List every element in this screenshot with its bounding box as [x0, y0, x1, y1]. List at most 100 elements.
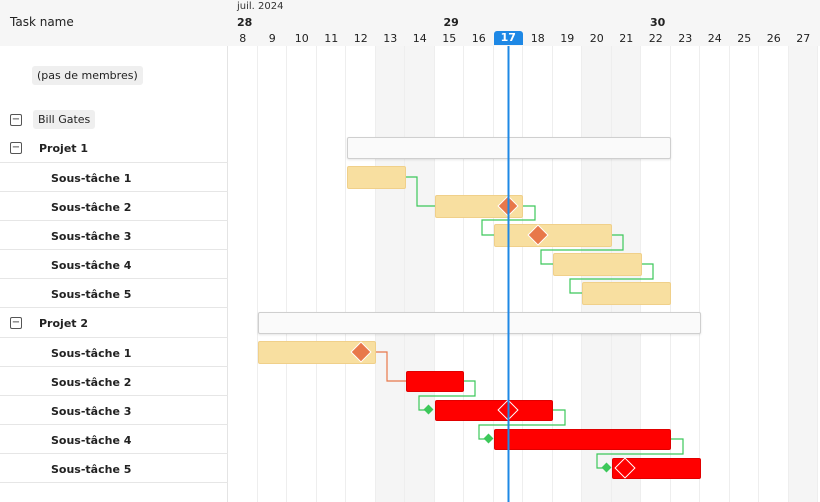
- day-label: 12: [353, 32, 368, 45]
- day-label: 22: [648, 32, 663, 45]
- group-row-bill-gates[interactable]: − Bill Gates: [0, 106, 228, 135]
- day-label: 10: [294, 32, 309, 45]
- day-label: 26: [766, 32, 781, 45]
- task-row[interactable]: Sous-tâche 5: [0, 454, 228, 483]
- task-bar[interactable]: [258, 341, 376, 364]
- day-column: [464, 46, 494, 502]
- dependency-link: [406, 176, 435, 207]
- task-label: Sous-tâche 2: [51, 376, 132, 389]
- late-task-bar[interactable]: [612, 458, 701, 479]
- day-label: 27: [796, 32, 811, 45]
- link-end-diamond: [423, 404, 434, 415]
- task-row[interactable]: Sous-tâche 2: [0, 367, 228, 396]
- task-row[interactable]: Sous-tâche 5: [0, 279, 228, 308]
- dependency-links: [350, 46, 684, 502]
- late-task-bar[interactable]: [435, 400, 553, 421]
- day-label: 21: [619, 32, 634, 45]
- day-label: 24: [707, 32, 722, 45]
- day-column: [700, 46, 730, 502]
- milestone-diamond: [527, 224, 549, 246]
- day-label: 13: [383, 32, 398, 45]
- day-column: [730, 46, 759, 502]
- task-row[interactable]: Sous-tâche 4: [0, 250, 228, 279]
- project-2-bar[interactable]: [258, 312, 701, 334]
- day-label: 23: [678, 32, 693, 45]
- task-name-column-header[interactable]: Task name: [10, 15, 74, 29]
- day-column: [228, 46, 258, 502]
- day-column: [523, 46, 553, 502]
- late-task-bar[interactable]: [494, 429, 671, 450]
- day-column: [287, 46, 317, 502]
- day-column: [788, 46, 818, 502]
- task-row[interactable]: Sous-tâche 4: [0, 425, 228, 454]
- task-bar[interactable]: [553, 253, 642, 276]
- task-bar[interactable]: [435, 195, 523, 218]
- dependency-link: [569, 263, 654, 294]
- today-day-label: 17: [493, 31, 523, 45]
- day-label: 9: [268, 32, 276, 45]
- task-bar[interactable]: [347, 166, 406, 189]
- day-label: 18: [530, 32, 545, 45]
- day-column: [435, 46, 464, 502]
- day-column: [317, 46, 346, 502]
- task-list-header: Task name: [0, 0, 228, 46]
- late-dependency-link: [376, 351, 406, 382]
- task-label: Sous-tâche 3: [51, 405, 132, 418]
- task-label: Sous-tâche 1: [51, 347, 132, 360]
- day-column: [494, 46, 523, 502]
- dependency-link: [478, 409, 566, 440]
- day-column: [375, 46, 405, 502]
- project-1-label: Projet 1: [39, 142, 89, 155]
- project-row-2[interactable]: − Projet 2: [0, 309, 228, 338]
- task-row[interactable]: Sous-tâche 3: [0, 396, 228, 425]
- task-label: Sous-tâche 4: [51, 259, 132, 272]
- collapse-project-2-icon[interactable]: −: [10, 317, 22, 329]
- day-label: 8: [239, 32, 247, 45]
- task-label: Sous-tâche 4: [51, 434, 132, 447]
- task-list-panel: Task name (pas de membres) − Bill Gates …: [0, 0, 228, 502]
- collapse-group-icon[interactable]: −: [10, 114, 22, 126]
- day-label: 19: [560, 32, 575, 45]
- week-label: 29: [443, 16, 459, 29]
- collapse-project-1-icon[interactable]: −: [10, 142, 22, 154]
- day-label: 15: [442, 32, 457, 45]
- task-row[interactable]: Sous-tâche 1: [0, 163, 228, 192]
- dependency-link: [418, 380, 476, 411]
- task-label: Sous-tâche 1: [51, 172, 132, 185]
- link-end-diamond: [601, 462, 612, 473]
- project-row-1[interactable]: − Projet 1: [0, 134, 228, 163]
- day-label: 25: [737, 32, 752, 45]
- task-label: Sous-tâche 3: [51, 230, 132, 243]
- day-column: [405, 46, 435, 502]
- day-label: 11: [324, 32, 339, 45]
- task-bar[interactable]: [582, 282, 671, 305]
- link-end-diamond: [483, 433, 494, 444]
- project-2-label: Projet 2: [39, 317, 89, 330]
- milestone-diamond: [614, 457, 636, 479]
- day-column: [641, 46, 671, 502]
- day-label: 14: [412, 32, 427, 45]
- day-column: [346, 46, 376, 502]
- no-members-chip: (pas de membres): [32, 66, 143, 85]
- no-members-row: (pas de membres): [0, 62, 228, 91]
- day-column: [671, 46, 700, 502]
- day-label: 16: [471, 32, 486, 45]
- task-bar[interactable]: [494, 224, 612, 247]
- task-label: Sous-tâche 2: [51, 201, 132, 214]
- task-row[interactable]: Sous-tâche 3: [0, 221, 228, 250]
- day-column: [759, 46, 789, 502]
- dependency-link: [540, 234, 624, 265]
- day-column: [258, 46, 287, 502]
- group-label: Bill Gates: [33, 110, 96, 129]
- dependency-link: [596, 438, 684, 469]
- task-row[interactable]: Sous-tâche 2: [0, 192, 228, 221]
- gantt-timeline[interactable]: juil. 2024 28 29 30 8 9 10 11 12 13 14 15 16 17 18 19…: [228, 0, 820, 502]
- timeline-header: juil. 2024 28 29 30 8 9 10 11 12 13 14 15 16 17 18 19…: [228, 0, 820, 46]
- week-label: 28: [237, 16, 253, 29]
- task-label: Sous-tâche 5: [51, 463, 132, 476]
- task-row[interactable]: Sous-tâche 1: [0, 338, 228, 367]
- month-label: juil. 2024: [237, 1, 284, 12]
- day-label: 20: [589, 32, 604, 45]
- late-task-bar[interactable]: [406, 371, 464, 392]
- task-label: Sous-tâche 5: [51, 288, 132, 301]
